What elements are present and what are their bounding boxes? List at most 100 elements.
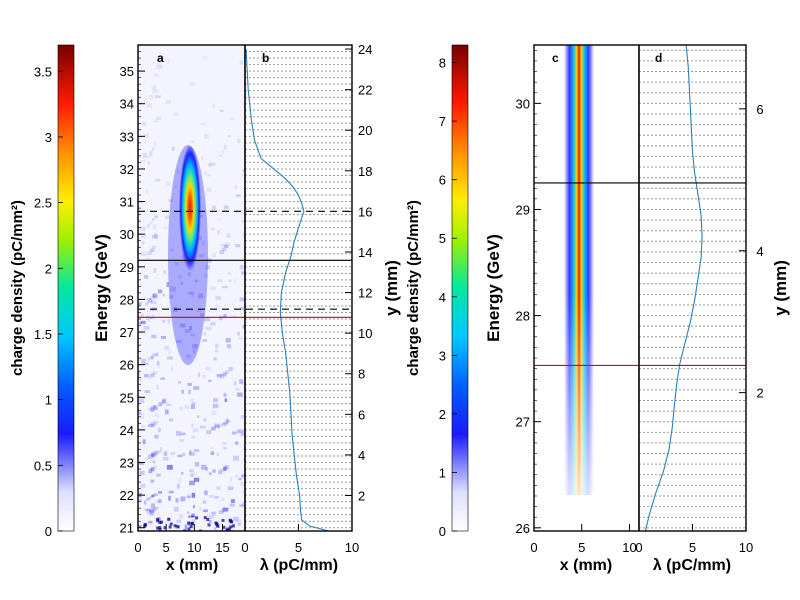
speckle xyxy=(148,408,153,411)
speckle xyxy=(239,337,243,340)
speckle xyxy=(189,525,193,529)
speckle xyxy=(202,374,206,379)
speckle xyxy=(205,366,211,371)
speckle xyxy=(153,420,159,424)
colorbar-tick-label: 6 xyxy=(439,173,446,188)
panel-b-lambda-curve xyxy=(245,49,329,532)
speckle xyxy=(242,232,245,238)
speckle xyxy=(149,295,155,301)
speckle xyxy=(149,511,154,516)
speckle xyxy=(237,429,243,434)
speckle xyxy=(233,315,237,318)
speckle xyxy=(140,484,146,488)
speckle xyxy=(206,187,212,192)
speckle xyxy=(184,524,187,530)
colorbar-tick-label: 3.5 xyxy=(34,64,52,79)
ytick-label: 29 xyxy=(120,260,134,275)
speckle xyxy=(141,424,145,428)
panel-a-ylabel: Energy (GeV) xyxy=(92,234,111,342)
speckle xyxy=(156,519,160,523)
colorbar-tick-label: 1 xyxy=(45,393,52,408)
speckle xyxy=(224,244,229,248)
speckle xyxy=(167,318,171,324)
ytick-label: 22 xyxy=(120,488,134,503)
speckle xyxy=(154,214,157,218)
panel-b-grid xyxy=(245,51,352,529)
speckle xyxy=(167,517,171,521)
speckle xyxy=(148,454,155,459)
speckle xyxy=(221,149,225,155)
speckle xyxy=(211,511,216,516)
speckle xyxy=(169,286,176,292)
speckle xyxy=(190,473,195,477)
speckle xyxy=(219,154,223,157)
speckle xyxy=(140,313,145,319)
colorbar-tick-label: 2.5 xyxy=(34,196,52,211)
speckle xyxy=(193,348,196,352)
speckle xyxy=(156,499,163,503)
speckle xyxy=(187,527,191,531)
ytick-label: 27 xyxy=(120,325,134,340)
speckle xyxy=(150,373,155,378)
ytick-label: 26 xyxy=(516,521,530,536)
speckle xyxy=(210,227,215,231)
speckle xyxy=(157,361,160,366)
speckle xyxy=(210,511,216,514)
speckle xyxy=(228,279,232,283)
speckle xyxy=(139,498,142,503)
speckle xyxy=(168,490,174,494)
xtick-label: 10 xyxy=(739,540,753,555)
colorbar-tick-label: 2 xyxy=(439,407,446,422)
speckle xyxy=(211,426,216,431)
speckle xyxy=(169,418,173,422)
speckle xyxy=(153,506,159,510)
speckle xyxy=(226,418,229,422)
panel-d-xlabel: λ (pC/mm) xyxy=(653,557,731,574)
speckle xyxy=(212,469,216,473)
xtick-label: 5 xyxy=(578,540,585,555)
speckle xyxy=(156,450,163,454)
speckle xyxy=(162,456,169,461)
speckle xyxy=(158,428,161,433)
speckle xyxy=(142,439,146,445)
speckle xyxy=(212,403,219,409)
speckle xyxy=(190,522,194,526)
speckle xyxy=(156,116,162,120)
speckle xyxy=(157,289,163,294)
speckle xyxy=(186,495,191,499)
speckle xyxy=(229,525,233,529)
speckle xyxy=(171,146,175,151)
speckle xyxy=(142,153,147,158)
speckle xyxy=(207,523,211,527)
speckle xyxy=(214,423,220,428)
speckle xyxy=(150,479,153,484)
speckle xyxy=(149,248,155,253)
speckle xyxy=(168,525,172,529)
speckle xyxy=(204,490,208,496)
speckle xyxy=(150,355,153,359)
speckle xyxy=(138,525,142,528)
speckle xyxy=(168,199,174,203)
speckle xyxy=(144,133,149,138)
speckle xyxy=(178,477,182,483)
speckle xyxy=(173,506,179,512)
speckle xyxy=(210,446,214,450)
speckle xyxy=(227,272,231,275)
speckle xyxy=(146,189,149,194)
speckle xyxy=(208,495,214,498)
speckle xyxy=(155,413,160,418)
speckle xyxy=(213,357,217,361)
speckle xyxy=(164,215,170,220)
panel-d-tag: d xyxy=(655,51,662,65)
panel-d-ylabel: y (mm) xyxy=(771,260,790,316)
speckle xyxy=(174,185,178,188)
colorbar-left-bar xyxy=(57,44,75,532)
colorbar-tick-label: 1.5 xyxy=(34,327,52,342)
ytick-label: 16 xyxy=(358,204,372,219)
speckle xyxy=(154,493,158,496)
speckle xyxy=(222,525,226,529)
speckle xyxy=(180,432,186,436)
colorbar-tick-label: 8 xyxy=(439,56,446,71)
panel-b-tag: b xyxy=(262,51,269,65)
